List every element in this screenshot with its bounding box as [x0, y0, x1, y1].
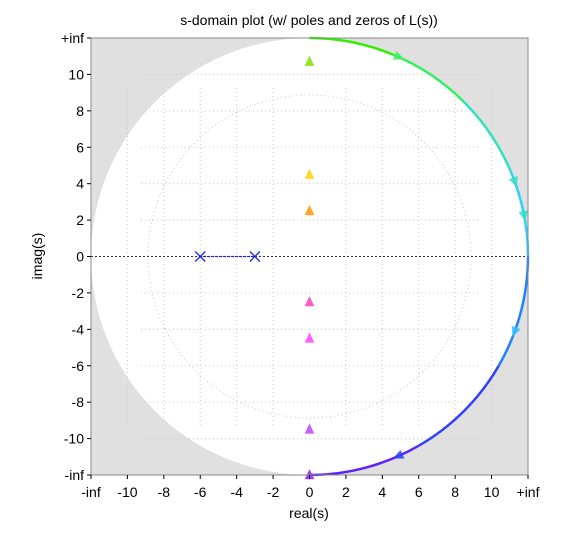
- y-tick-label: -6: [72, 358, 85, 374]
- y-tick-label: 8: [76, 103, 84, 119]
- chart-title: s-domain plot (w/ poles and zeros of L(s…: [180, 12, 438, 28]
- locus-arrow-arc: [508, 175, 518, 188]
- x-tick-label: 8: [451, 484, 459, 500]
- locus-arc-lower: [418, 365, 500, 447]
- locus-arrow-up: [304, 55, 315, 66]
- locus-arrow-arc: [518, 210, 528, 222]
- pole-marker-stroke: [194, 251, 206, 262]
- locus-arrow-up: [304, 168, 315, 179]
- pole-marker-stroke: [249, 251, 261, 262]
- x-tick-label: -6: [194, 484, 207, 500]
- y-tick-label: 4: [76, 176, 84, 192]
- y-axis-label: imag(s): [29, 233, 45, 280]
- poles: [194, 251, 261, 262]
- y-tick-label: 0: [76, 249, 84, 265]
- x-axis-label: real(s): [289, 505, 329, 521]
- locus-arc-upper: [463, 101, 513, 174]
- y-tick-label: -8: [72, 394, 85, 410]
- x-tick-label: 10: [484, 484, 500, 500]
- x-tick-label: -8: [158, 484, 171, 500]
- x-tick-label: 2: [342, 484, 350, 500]
- y-tick-label: -inf: [65, 467, 85, 483]
- locus-arrow-arc: [392, 50, 405, 60]
- locus-arrow-down: [304, 469, 315, 480]
- locus-arrow-down: [304, 423, 315, 434]
- y-tick-label: 10: [68, 66, 84, 82]
- y-tick-label: -2: [72, 285, 85, 301]
- x-tick-label: -inf: [81, 484, 101, 500]
- locus-arrow-arc: [511, 325, 521, 338]
- y-tick-labels: +inf 10 8 6 4 2 0 -2 -4 -6 -8 -10 -inf: [61, 30, 91, 483]
- x-tick-label: +inf: [517, 484, 540, 500]
- x-tick-labels: -inf -10 -8 -6 -4 -2 0 2 4 6 8 10 +inf: [81, 475, 540, 500]
- y-tick-label: -4: [72, 321, 85, 337]
- x-tick-label: 4: [378, 484, 386, 500]
- y-tick-label: -10: [64, 431, 84, 447]
- locus-arrow-down: [304, 332, 315, 343]
- x-tick-label: 0: [306, 484, 314, 500]
- pole-marker: [249, 251, 261, 262]
- x-tick-label: -2: [267, 484, 280, 500]
- pole-marker: [194, 251, 206, 262]
- y-tick-label: 6: [76, 139, 84, 155]
- locus-arrow-up: [304, 204, 315, 216]
- x-tick-label: -4: [230, 484, 243, 500]
- locus-arrow-down: [304, 296, 315, 307]
- y-tick-label: 2: [76, 212, 84, 228]
- locus-arrow-arc: [393, 449, 405, 459]
- x-tick-label: 6: [415, 484, 423, 500]
- y-tick-label: +inf: [61, 30, 84, 46]
- x-tick-label: -10: [117, 484, 137, 500]
- root-locus: [304, 36, 530, 480]
